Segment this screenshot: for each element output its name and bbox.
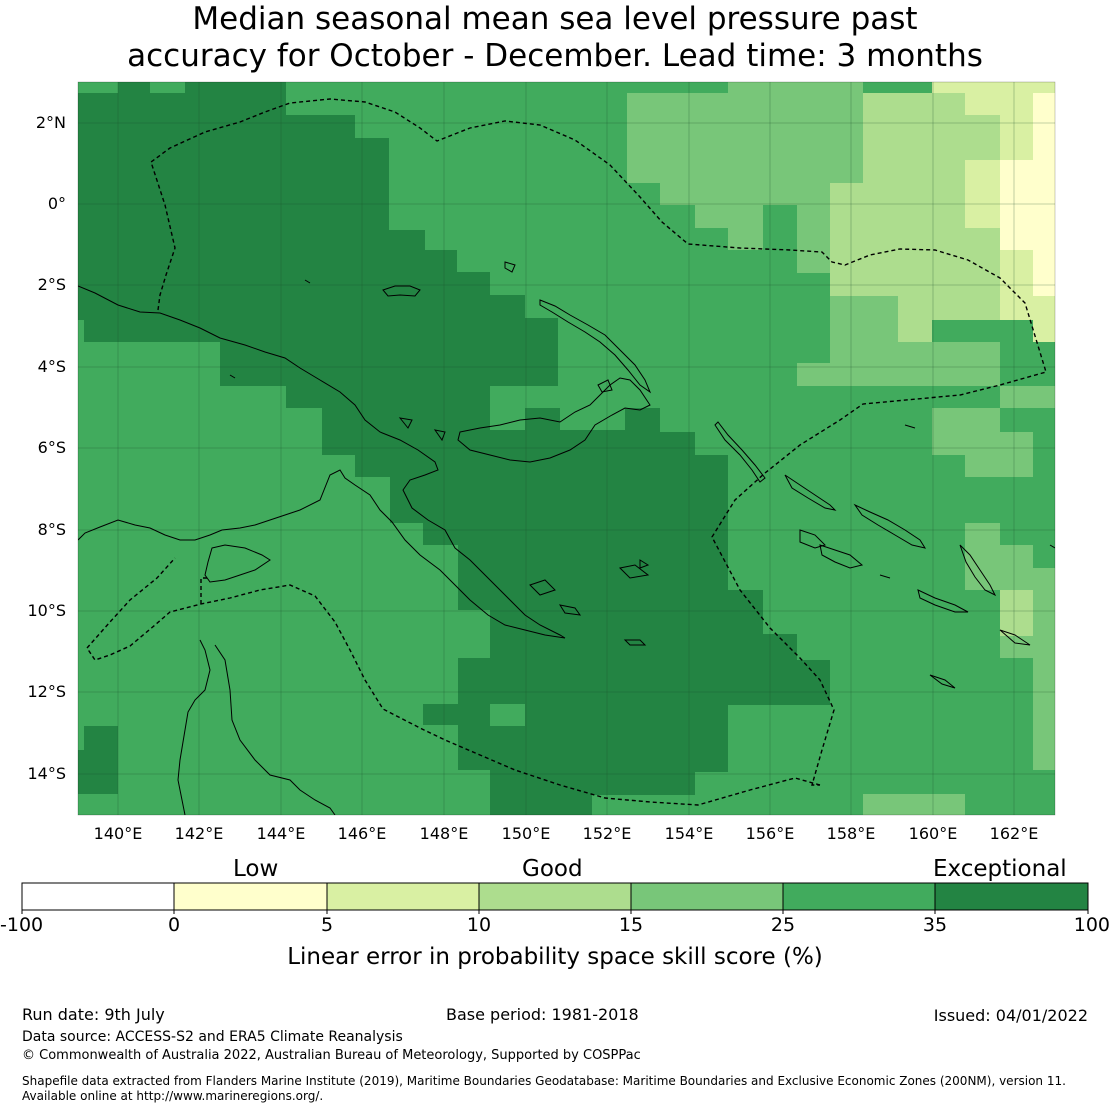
lon-tick-label: 150°E (501, 824, 551, 843)
skill-region-exceptional-north (78, 82, 830, 815)
colorbar-tick-label: 5 (320, 914, 334, 936)
skill-region-10-15 (830, 82, 1000, 342)
issued-date: Issued: 04/01/2022 (933, 1006, 1088, 1025)
colorbar (21, 882, 1089, 914)
colorbar-tick-label: 35 (922, 914, 948, 936)
graticule (78, 82, 1055, 815)
new-britain-coast (457, 377, 651, 463)
skill-region-0-5 (1000, 93, 1055, 296)
base-period: Base period: 1981-2018 (446, 1005, 639, 1024)
lat-tick-label: 10°S (27, 601, 66, 620)
colorbar-swatch-0 (22, 883, 174, 910)
title-line-2: accuracy for October - December. Lead ti… (127, 38, 983, 74)
cape-york-coast (177, 639, 211, 815)
colorbar-label: Linear error in probability space skill … (287, 944, 823, 970)
lon-tick-label: 160°E (908, 824, 958, 843)
shapefile-credit-line-1: Shapefile data extracted from Flanders M… (22, 1074, 1066, 1088)
colorbar-category-low: Low (233, 856, 279, 882)
skill-region-good-west-patch (78, 726, 84, 750)
new-guinea-north-coast (78, 285, 566, 639)
lon-tick-label: 148°E (419, 824, 469, 843)
colorbar-category-exceptional: Exceptional (933, 856, 1067, 882)
skill-region-5-10 (932, 82, 1055, 342)
lat-tick-label: 4°S (37, 357, 66, 376)
new-ireland-coast (539, 299, 652, 394)
skill-region-15-25-southeast (965, 523, 1055, 770)
manus-coast (382, 285, 421, 297)
lat-tick-label: 12°S (27, 682, 66, 701)
colorbar-frame (21, 882, 1089, 911)
lon-tick-label: 162°E (989, 824, 1039, 843)
skill-region-15-25-east (932, 408, 1033, 477)
solomon-isabel (853, 503, 927, 549)
colorbar-swatch-3 (479, 883, 631, 910)
lon-tick-label: 144°E (256, 824, 306, 843)
lat-tick-label: 8°S (37, 520, 66, 539)
skill-region-good-patch-b (592, 795, 660, 815)
new-guinea-south-coast (78, 469, 566, 639)
colorbar-tick-label: 100 (1073, 914, 1110, 936)
solomon-makira (917, 589, 969, 613)
lon-tick-label: 140°E (93, 824, 143, 843)
lat-tick-label: 14°S (27, 764, 66, 783)
map-frame (77, 81, 1056, 816)
lon-tick-label: 152°E (582, 824, 632, 843)
run-date: Run date: 9th July (22, 1005, 165, 1024)
colorbar-swatch-5 (783, 883, 935, 910)
solomon-malaita (959, 544, 997, 597)
lat-tick-label: 0° (47, 194, 66, 213)
lon-tick-label: 158°E (826, 824, 876, 843)
shapefile-credit-line-2: Available online at http://www.marinereg… (22, 1089, 324, 1103)
lat-tick-label: 6°S (37, 438, 66, 457)
bougainville-coast (714, 421, 766, 483)
skill-region-15-25-south (863, 794, 965, 815)
skill-region-exceptional-west (78, 726, 118, 794)
data-source: Data source: ACCESS-S2 and ERA5 Climate … (22, 1029, 403, 1045)
colorbar-swatch-1 (174, 883, 327, 910)
solomon-choiseul (784, 474, 837, 511)
colorbar-swatch-6 (935, 883, 1088, 910)
colorbar-tick-label: 0 (167, 914, 181, 936)
colorbar-swatch-4 (631, 883, 783, 910)
copyright: © Commonwealth of Australia 2022, Austra… (22, 1048, 641, 1063)
lon-tick-label: 142°E (174, 824, 224, 843)
lon-tick-label: 156°E (745, 824, 795, 843)
colorbar-tick-label: 10 (466, 914, 492, 936)
title-line-1: Median seasonal mean sea level pressure … (192, 1, 918, 37)
skill-region-good-patch-a (490, 704, 525, 726)
lat-tick-label: 2°N (35, 113, 66, 132)
lat-tick-label: 2°S (37, 275, 66, 294)
colorbar-swatch-2 (327, 883, 479, 910)
skill-region-10-15-east (1000, 590, 1033, 636)
lon-tick-label: 146°E (337, 824, 387, 843)
colorbar-tick-label: 15 (618, 914, 644, 936)
colorbar-tick-label: 25 (770, 914, 796, 936)
colorbar-tick-label: -100 (0, 914, 44, 936)
skill-region-15-25-edge (1048, 408, 1055, 432)
solomon-guadalcanal (819, 544, 864, 569)
lon-tick-label: 154°E (664, 824, 714, 843)
colorbar-category-good: Good (522, 856, 583, 882)
coastlines (78, 261, 1055, 815)
